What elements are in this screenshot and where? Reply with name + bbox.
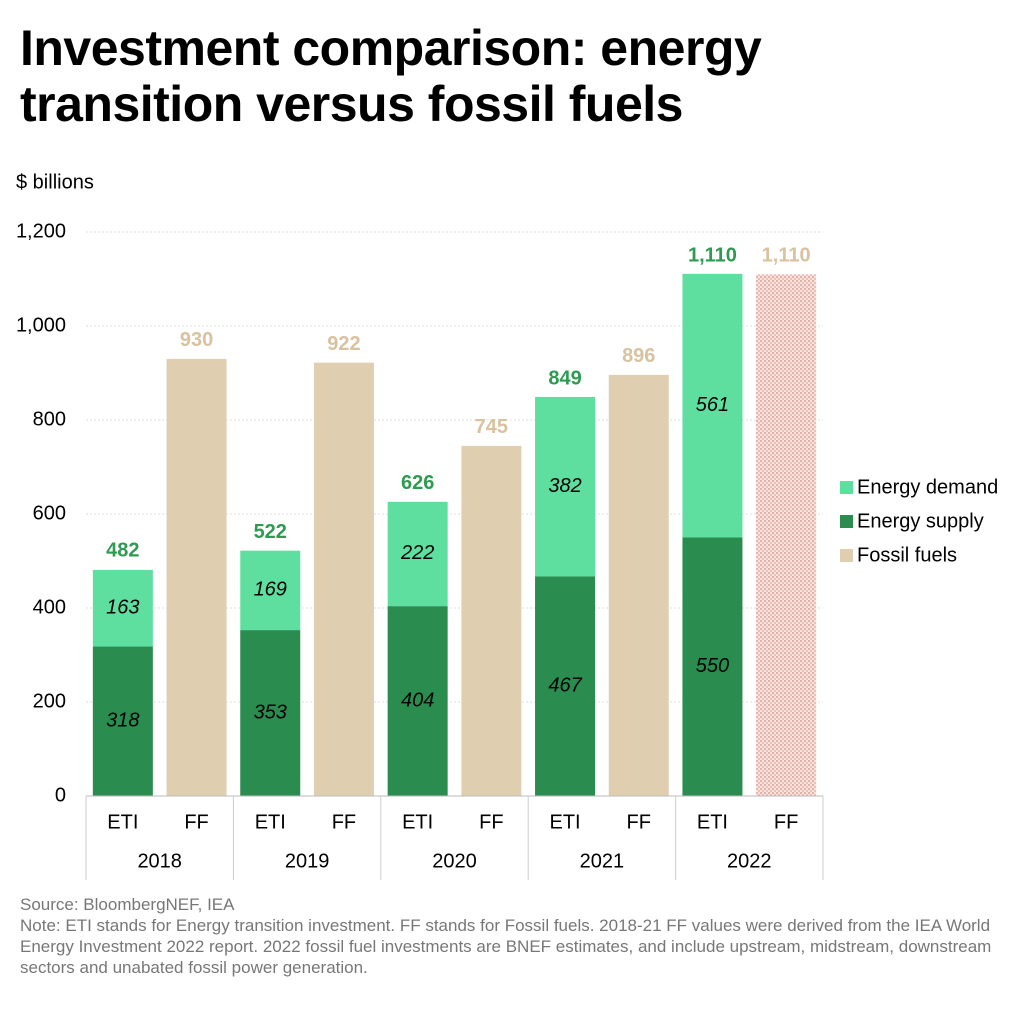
group-label: 2020 <box>432 850 477 872</box>
legend-label: Fossil fuels <box>857 544 957 566</box>
value-label: 382 <box>548 475 581 497</box>
legend-label: Energy demand <box>857 476 998 498</box>
y-tick-label: 200 <box>33 690 66 712</box>
value-label: 896 <box>622 345 655 367</box>
bar <box>535 576 596 796</box>
value-label: 550 <box>696 655 729 677</box>
source: Source: BloombergNEF, IEA <box>20 895 235 914</box>
note: Note: ETI stands for Energy transition i… <box>20 916 992 977</box>
value-label: 467 <box>548 675 582 697</box>
bar <box>682 537 743 796</box>
legend-swatch <box>840 549 853 562</box>
group-label: 2022 <box>727 850 772 872</box>
x-tick-label: FF <box>184 811 208 833</box>
x-tick-label: FF <box>774 811 798 833</box>
bar <box>608 374 669 796</box>
value-label: 1,110 <box>762 245 811 267</box>
y-tick-label: 1,000 <box>16 314 66 336</box>
total-label: 1,110 <box>688 245 737 267</box>
bar <box>756 274 817 796</box>
value-label: 318 <box>106 710 139 732</box>
x-tick-label: FF <box>332 811 356 833</box>
bar <box>682 273 743 538</box>
total-label: 482 <box>106 540 139 562</box>
y-tick-label: 400 <box>33 596 66 618</box>
y-tick-label: 1,200 <box>16 220 66 242</box>
bar <box>461 445 522 796</box>
x-tick-label: FF <box>479 811 503 833</box>
bar <box>92 569 153 647</box>
bar <box>387 501 448 607</box>
legend-label: Energy supply <box>857 510 984 532</box>
bar <box>240 550 301 631</box>
value-label: 353 <box>254 701 287 723</box>
group-label: 2019 <box>285 850 330 872</box>
legend-swatch <box>840 481 853 494</box>
x-tick-label: FF <box>627 811 651 833</box>
total-label: 849 <box>548 367 581 389</box>
bar <box>387 606 448 796</box>
value-label: 222 <box>400 542 434 564</box>
y-tick-label: 800 <box>33 408 66 430</box>
notes: Source: BloombergNEF, IEA Note: ETI stan… <box>20 894 1010 978</box>
group-label: 2021 <box>580 850 625 872</box>
total-label: 626 <box>401 472 434 494</box>
value-label: 169 <box>254 579 287 601</box>
x-tick-label: ETI <box>697 811 728 833</box>
value-label: 561 <box>696 394 729 416</box>
y-tick-label: 0 <box>55 784 66 806</box>
x-tick-label: ETI <box>402 811 433 833</box>
value-label: 745 <box>475 416 508 438</box>
bar <box>240 630 301 796</box>
x-tick-label: ETI <box>255 811 286 833</box>
y-tick-label: 600 <box>33 502 66 524</box>
bar <box>313 362 374 796</box>
x-tick-label: ETI <box>549 811 580 833</box>
y-axis-label: $ billions <box>16 171 94 193</box>
group-label: 2018 <box>137 850 182 872</box>
total-label: 522 <box>254 521 287 543</box>
x-tick-label: ETI <box>107 811 138 833</box>
value-label: 163 <box>106 597 139 619</box>
value-label: 922 <box>327 333 360 355</box>
legend-swatch <box>840 515 853 528</box>
bar <box>535 396 596 577</box>
bar <box>92 646 153 796</box>
bar <box>166 358 227 796</box>
value-label: 404 <box>401 689 434 711</box>
chart-title: Investment comparison: energy transition… <box>20 20 762 132</box>
value-label: 930 <box>180 329 213 351</box>
